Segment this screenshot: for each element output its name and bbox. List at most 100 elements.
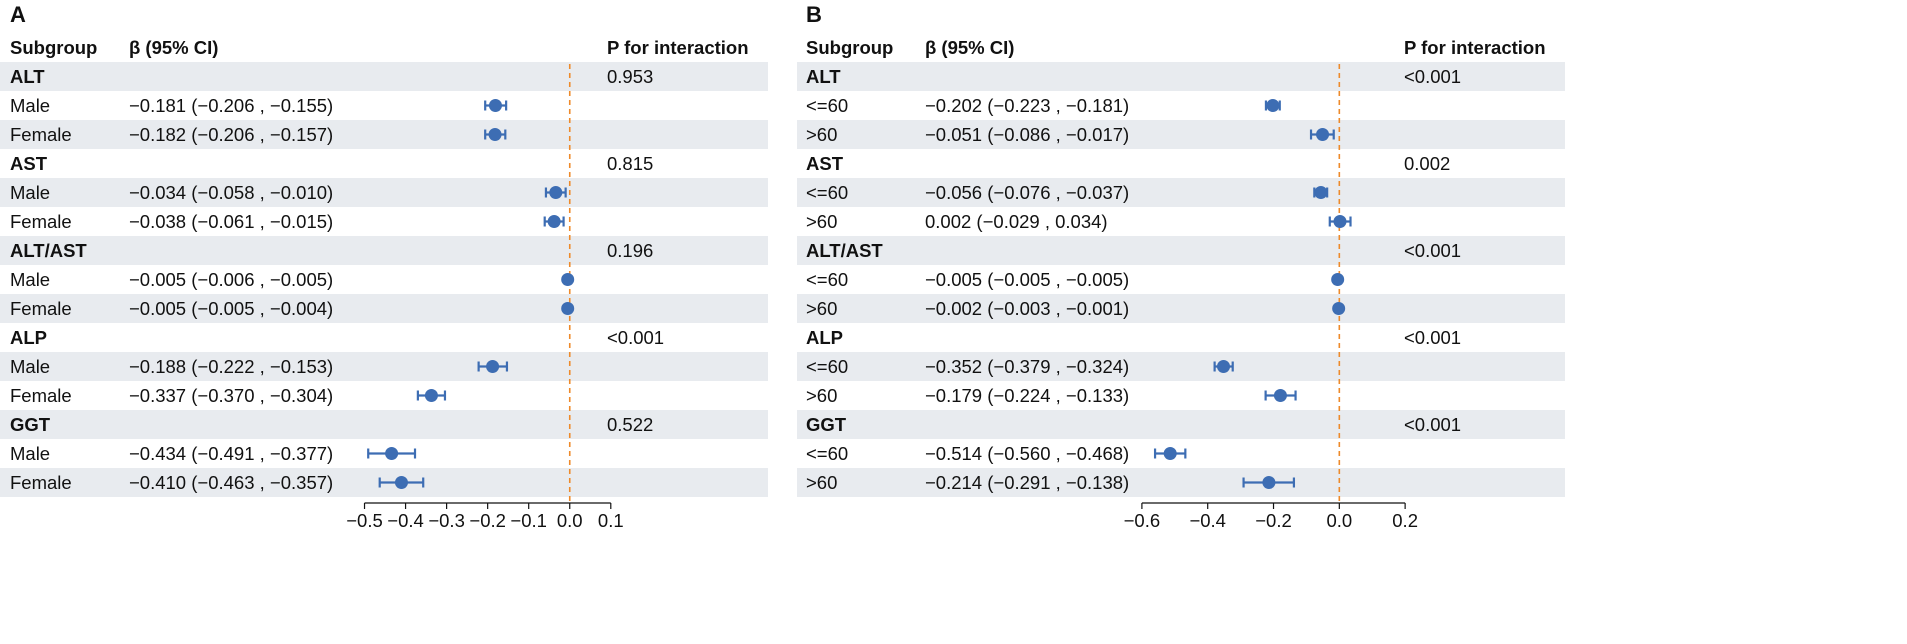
beta-ci-text: −0.337 (−0.370 , −0.304) bbox=[129, 385, 333, 406]
p-interaction-value: <0.001 bbox=[1404, 327, 1461, 348]
subgroup-label: Female bbox=[10, 298, 72, 319]
beta-ci-text: −0.002 (−0.003 , −0.001) bbox=[925, 298, 1129, 319]
p-interaction-value: 0.196 bbox=[607, 240, 653, 261]
x-tick-label: −0.6 bbox=[1124, 510, 1161, 531]
beta-ci-text: −0.005 (−0.006 , −0.005) bbox=[129, 269, 333, 290]
forest-panel-a: A Subgroup β (95% CI) P for interaction ALT 0… bbox=[0, 2, 768, 531]
subgroup-label: <=60 bbox=[806, 182, 848, 203]
beta-ci-text: −0.051 (−0.086 , −0.017) bbox=[925, 124, 1129, 145]
row-band bbox=[0, 410, 768, 439]
row-band bbox=[797, 178, 1565, 207]
subgroup-label: Female bbox=[10, 124, 72, 145]
group-label: ALP bbox=[10, 327, 47, 348]
x-tick-label: −0.2 bbox=[1255, 510, 1292, 531]
point-estimate bbox=[488, 99, 502, 112]
x-tick-label: 0.0 bbox=[557, 510, 583, 531]
point-estimate bbox=[1331, 273, 1345, 286]
x-tick-label: −0.5 bbox=[346, 510, 383, 531]
point-estimate bbox=[486, 360, 500, 373]
subgroup-label: Male bbox=[10, 269, 50, 290]
beta-ci-text: −0.005 (−0.005 , −0.004) bbox=[129, 298, 333, 319]
row-band bbox=[797, 62, 1565, 91]
subgroup-label: <=60 bbox=[806, 269, 848, 290]
x-tick-label: −0.4 bbox=[387, 510, 424, 531]
subgroup-label: >60 bbox=[806, 472, 837, 493]
beta-ci-text: −0.181 (−0.206 , −0.155) bbox=[129, 95, 333, 116]
point-estimate bbox=[1217, 360, 1231, 373]
row-band bbox=[797, 236, 1565, 265]
header-beta-ci: β (95% CI) bbox=[129, 37, 218, 58]
row-band bbox=[797, 468, 1565, 497]
beta-ci-text: −0.182 (−0.206 , −0.157) bbox=[129, 124, 333, 145]
subgroup-label: Female bbox=[10, 211, 72, 232]
subgroup-label: Male bbox=[10, 356, 50, 377]
p-interaction-value: 0.953 bbox=[607, 66, 653, 87]
group-label: ALT/AST bbox=[10, 240, 87, 261]
p-interaction-value: 0.815 bbox=[607, 153, 653, 174]
x-tick-label: −0.2 bbox=[469, 510, 506, 531]
header-beta-ci: β (95% CI) bbox=[925, 37, 1014, 58]
subgroup-label: <=60 bbox=[806, 95, 848, 116]
group-label: ALT bbox=[806, 66, 841, 87]
beta-ci-text: 0.002 (−0.029 , 0.034) bbox=[925, 211, 1108, 232]
row-band bbox=[797, 120, 1565, 149]
point-estimate bbox=[1314, 186, 1328, 199]
beta-ci-text: −0.056 (−0.076 , −0.037) bbox=[925, 182, 1129, 203]
beta-ci-text: −0.514 (−0.560 , −0.468) bbox=[925, 443, 1129, 464]
row-band bbox=[0, 352, 768, 381]
beta-ci-text: −0.214 (−0.291 , −0.138) bbox=[925, 472, 1129, 493]
subgroup-label: Female bbox=[10, 385, 72, 406]
header-p-interaction: P for interaction bbox=[1404, 37, 1546, 58]
point-estimate bbox=[424, 389, 438, 402]
group-label: GGT bbox=[806, 414, 847, 435]
beta-ci-text: −0.434 (−0.491 , −0.377) bbox=[129, 443, 333, 464]
row-band bbox=[0, 236, 768, 265]
point-estimate bbox=[488, 128, 502, 141]
group-label: AST bbox=[806, 153, 844, 174]
group-label: ALT bbox=[10, 66, 45, 87]
beta-ci-text: −0.038 (−0.061 , −0.015) bbox=[129, 211, 333, 232]
point-estimate bbox=[1163, 447, 1177, 460]
header-subgroup: Subgroup bbox=[10, 37, 97, 58]
subgroup-label: >60 bbox=[806, 124, 837, 145]
panel-label: A bbox=[10, 2, 26, 27]
beta-ci-text: −0.179 (−0.224 , −0.133) bbox=[925, 385, 1129, 406]
x-tick-label: −0.3 bbox=[428, 510, 465, 531]
point-estimate bbox=[1273, 389, 1287, 402]
forest-panel-b: B Subgroup β (95% CI) P for interaction ALT <… bbox=[797, 2, 1565, 531]
beta-ci-text: −0.352 (−0.379 , −0.324) bbox=[925, 356, 1129, 377]
point-estimate bbox=[1332, 302, 1346, 315]
subgroup-label: <=60 bbox=[806, 443, 848, 464]
row-band bbox=[0, 62, 768, 91]
row-band bbox=[0, 294, 768, 323]
header-p-interaction: P for interaction bbox=[607, 37, 749, 58]
beta-ci-text: −0.034 (−0.058 , −0.010) bbox=[129, 182, 333, 203]
x-tick-label: −0.4 bbox=[1189, 510, 1226, 531]
x-tick-label: 0.0 bbox=[1326, 510, 1352, 531]
row-band bbox=[0, 178, 768, 207]
beta-ci-text: −0.410 (−0.463 , −0.357) bbox=[129, 472, 333, 493]
point-estimate bbox=[1266, 99, 1280, 112]
point-estimate bbox=[385, 447, 399, 460]
point-estimate bbox=[1262, 476, 1276, 489]
p-interaction-value: <0.001 bbox=[1404, 414, 1461, 435]
p-interaction-value: <0.001 bbox=[607, 327, 664, 348]
row-band bbox=[797, 294, 1565, 323]
subgroup-label: <=60 bbox=[806, 356, 848, 377]
x-tick-label: −0.1 bbox=[510, 510, 547, 531]
row-band bbox=[797, 410, 1565, 439]
subgroup-label: Male bbox=[10, 182, 50, 203]
subgroup-label: >60 bbox=[806, 385, 837, 406]
beta-ci-text: −0.202 (−0.223 , −0.181) bbox=[925, 95, 1129, 116]
subgroup-label: Female bbox=[10, 472, 72, 493]
row-band bbox=[0, 120, 768, 149]
group-label: ALP bbox=[806, 327, 843, 348]
header-subgroup: Subgroup bbox=[806, 37, 893, 58]
x-tick-label: 0.2 bbox=[1392, 510, 1418, 531]
subgroup-label: >60 bbox=[806, 211, 837, 232]
point-estimate bbox=[549, 186, 563, 199]
beta-ci-text: −0.005 (−0.005 , −0.005) bbox=[925, 269, 1129, 290]
panel-label: B bbox=[806, 2, 822, 27]
p-interaction-value: 0.002 bbox=[1404, 153, 1450, 174]
